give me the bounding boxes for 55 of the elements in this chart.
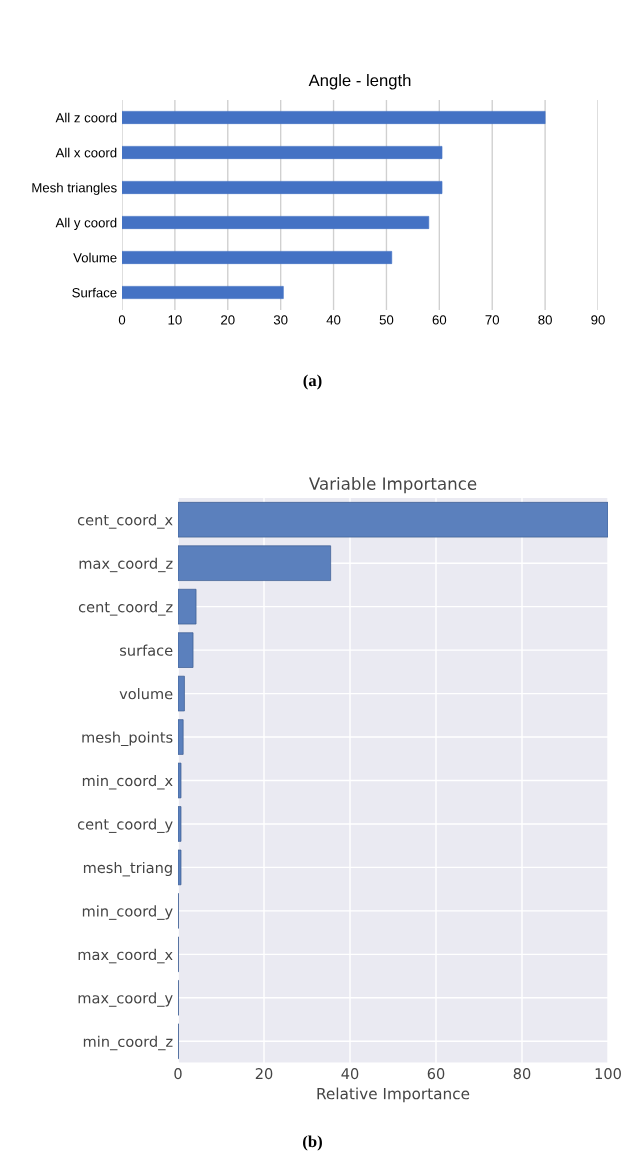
x-tick-label: 20 <box>255 1068 273 1080</box>
y-tick-label: min_coord_x <box>82 774 173 790</box>
x-tick-label: 30 <box>273 315 288 325</box>
bar <box>122 251 393 264</box>
x-tick-label: 100 <box>595 1068 621 1080</box>
x-tick-label: 60 <box>427 1068 445 1080</box>
bar <box>122 216 430 229</box>
bar <box>178 762 182 799</box>
bar <box>178 719 184 755</box>
bar <box>178 806 182 842</box>
x-tick-label: 0 <box>174 1068 182 1080</box>
bar <box>178 849 182 886</box>
x-tick-label: 60 <box>432 315 447 325</box>
bar <box>122 111 546 124</box>
y-tick-label: Mesh triangles <box>32 182 117 196</box>
bar <box>178 675 185 712</box>
bar <box>178 502 608 538</box>
bar <box>178 632 194 668</box>
y-tick-label: volume <box>119 688 173 700</box>
y-tick-label: mesh_points <box>82 731 173 747</box>
bar <box>178 588 197 625</box>
y-tick-label: max_coord_z <box>79 557 173 573</box>
y-tick-label: All x coord <box>55 147 117 158</box>
x-tick-label: 90 <box>591 315 605 325</box>
x-tick-label: 40 <box>326 315 341 325</box>
bar <box>178 545 331 581</box>
y-tick-label: cent_coord_y <box>77 818 173 833</box>
y-tick-label: min_coord_y <box>82 905 173 920</box>
bar <box>122 146 443 159</box>
y-tick-label: max_coord_x <box>78 948 173 964</box>
text: (b) <box>303 1135 322 1151</box>
x-tick-label: 50 <box>379 315 394 325</box>
x-tick-label: 80 <box>513 1068 531 1080</box>
bar <box>122 286 284 299</box>
y-tick-label: All y coord <box>55 217 117 231</box>
y-tick-label: mesh_triang <box>83 861 172 877</box>
y-tick-label: All z coord <box>55 112 117 123</box>
y-tick-label: cent_coord_z <box>78 601 173 616</box>
x-tick-label: 0 <box>118 315 126 325</box>
chart-title: Angle - length <box>308 74 411 90</box>
y-tick-label: Volume <box>73 252 117 263</box>
y-tick-label: surface <box>120 644 173 656</box>
y-tick-label: min_coord_z <box>83 1035 173 1051</box>
x-tick-label: 40 <box>341 1068 359 1080</box>
text: (a) <box>303 374 322 390</box>
y-tick-label: cent_coord_x <box>77 514 173 529</box>
x-tick-label: 20 <box>221 315 235 325</box>
x-tick-label: 70 <box>485 315 500 325</box>
bar <box>122 181 443 194</box>
y-tick-label: Surface <box>72 287 117 298</box>
x-tick-label: 80 <box>538 315 552 325</box>
chart-title: Variable Importance <box>308 477 477 494</box>
x-tick-label: 10 <box>168 315 182 325</box>
y-tick-label: max_coord_y <box>78 992 173 1007</box>
x-axis-title: Relative Importance <box>317 1087 470 1103</box>
